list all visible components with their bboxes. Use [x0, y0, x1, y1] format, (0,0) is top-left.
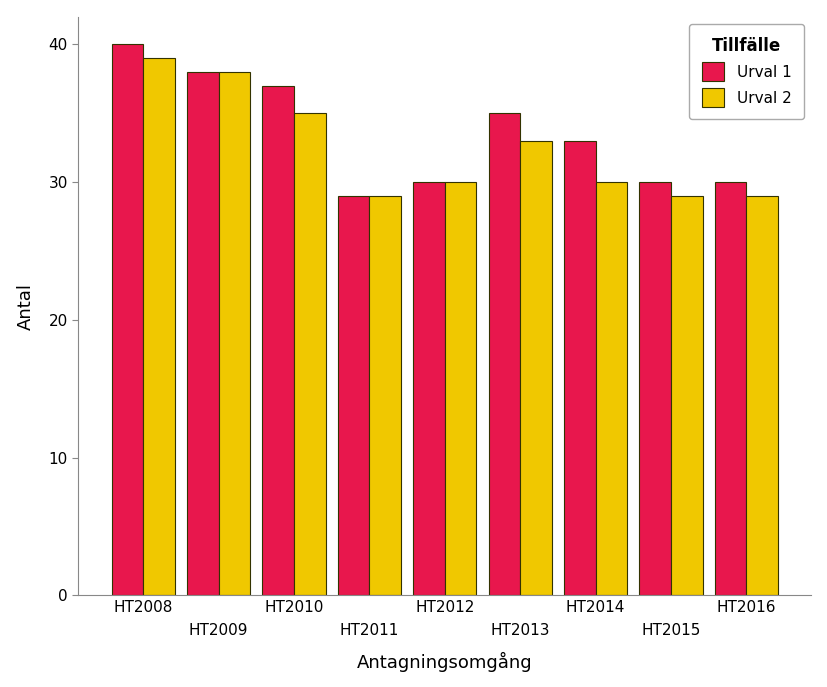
Bar [714, 182, 745, 596]
Bar [519, 141, 552, 596]
Bar [187, 71, 218, 596]
Bar [670, 196, 702, 596]
Bar [413, 182, 444, 596]
Bar [595, 182, 627, 596]
Bar [143, 58, 174, 596]
Bar [294, 113, 325, 596]
Bar [337, 196, 369, 596]
Bar [218, 71, 250, 596]
Y-axis label: Antal: Antal [17, 282, 35, 330]
Bar [444, 182, 476, 596]
Bar [745, 196, 777, 596]
Bar [488, 113, 519, 596]
X-axis label: Antagningsomgång: Antagningsomgång [356, 652, 532, 673]
Bar [262, 86, 294, 596]
Bar [638, 182, 670, 596]
Bar [563, 141, 595, 596]
Legend: Urval 1, Urval 2: Urval 1, Urval 2 [689, 24, 803, 120]
Bar [112, 44, 143, 596]
Bar [369, 196, 400, 596]
